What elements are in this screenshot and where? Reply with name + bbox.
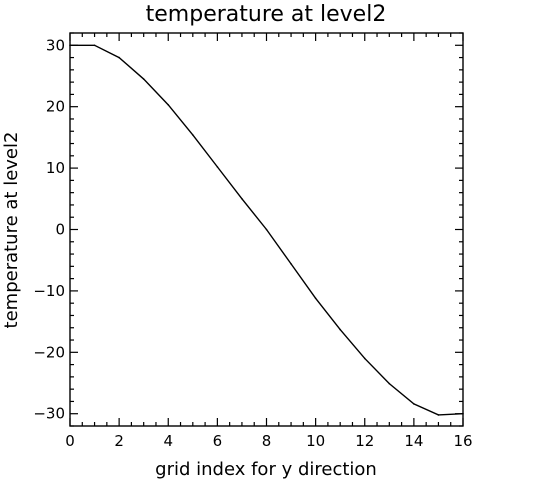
x-tick-label: 4 xyxy=(163,432,173,450)
data-point xyxy=(388,382,391,385)
data-point xyxy=(339,328,341,331)
y-tick-label: 30 xyxy=(46,36,65,54)
y-tick-label: −10 xyxy=(33,282,65,300)
data-point xyxy=(118,56,120,59)
data-point xyxy=(93,44,96,47)
data-point xyxy=(241,197,243,200)
data-point xyxy=(142,78,145,80)
data-point xyxy=(363,357,366,360)
x-tick-label: 8 xyxy=(262,432,272,450)
data-point xyxy=(314,297,317,300)
y-tick-label: 0 xyxy=(55,221,65,239)
x-tick-label: 10 xyxy=(306,432,325,450)
x-tick-label: 14 xyxy=(404,432,423,450)
data-point xyxy=(413,403,415,405)
data-point xyxy=(192,134,194,136)
tick-labels: 0 2 4 6 8 10 12 14 16 30 20 10 0 −10 −20 −30 xyxy=(33,36,472,450)
axis-ticks xyxy=(69,32,464,427)
data-point xyxy=(437,414,440,416)
x-tick-label: 6 xyxy=(213,432,223,450)
x-axis-label: grid index for y direction xyxy=(155,459,377,480)
data-point xyxy=(167,104,170,106)
data-point xyxy=(216,166,219,168)
y-tick-label: 10 xyxy=(46,159,65,177)
data-point xyxy=(265,228,268,231)
x-tick-label: 16 xyxy=(453,432,472,450)
y-tick-label: −20 xyxy=(33,343,65,361)
data-point xyxy=(69,44,71,47)
x-tick-label: 0 xyxy=(65,432,75,450)
y-tick-label: 20 xyxy=(46,98,65,116)
x-tick-label: 2 xyxy=(114,432,124,450)
data-point xyxy=(290,263,292,265)
y-axis-label: temperature at level2 xyxy=(1,132,22,329)
series-group xyxy=(69,44,464,416)
chart-title: temperature at level2 xyxy=(146,2,387,27)
data-point xyxy=(462,412,464,415)
x-tick-label: 12 xyxy=(355,432,374,450)
y-tick-label: −30 xyxy=(33,405,65,423)
